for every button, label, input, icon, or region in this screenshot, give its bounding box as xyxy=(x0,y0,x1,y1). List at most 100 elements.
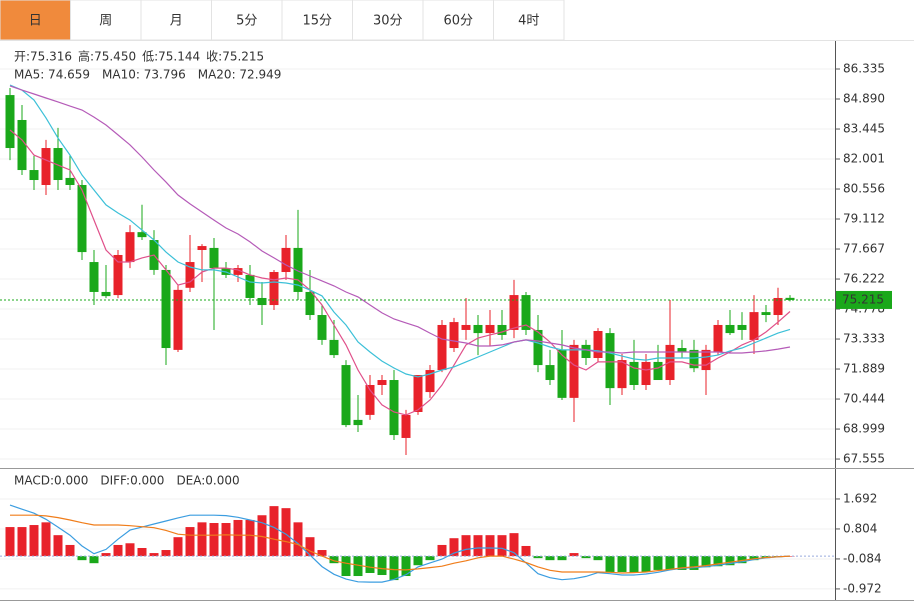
candle-body xyxy=(209,247,219,269)
ma-line xyxy=(9,129,791,416)
macd-bar xyxy=(257,515,267,557)
tab[interactable]: 日 xyxy=(0,0,71,41)
macd-bar xyxy=(509,533,519,557)
candle-body xyxy=(509,295,519,330)
macd-bar xyxy=(689,556,699,570)
ma-line xyxy=(9,85,791,354)
macd-bar xyxy=(53,535,63,557)
candle-body xyxy=(365,385,375,415)
candle-body xyxy=(641,361,651,386)
macd-bar xyxy=(185,527,195,557)
candle-body xyxy=(773,297,783,316)
candle-body xyxy=(101,291,111,297)
tab[interactable]: 月 xyxy=(140,0,212,41)
candle-body xyxy=(557,349,567,398)
candle-body xyxy=(293,247,303,292)
candle-body xyxy=(569,344,579,398)
tab-label: 5分 xyxy=(236,14,257,29)
macd-bar xyxy=(17,527,27,557)
candle-body xyxy=(545,365,555,381)
readout-value: 75.316 xyxy=(30,50,72,64)
candle-body xyxy=(77,184,87,253)
candle-body xyxy=(197,246,207,251)
macd-bar xyxy=(197,522,207,557)
candle-body xyxy=(281,247,291,273)
tab[interactable]: 60分 xyxy=(422,0,494,41)
macd-bar xyxy=(101,553,111,557)
macd-bar xyxy=(245,519,255,557)
y-tick-label: 67.555 xyxy=(843,452,885,466)
candle-body xyxy=(17,119,27,171)
tab[interactable]: 5分 xyxy=(211,0,283,41)
candle-body xyxy=(41,148,51,185)
macd-bar xyxy=(65,544,75,557)
macd-bar xyxy=(221,523,231,557)
y-tick-label: 71.889 xyxy=(843,362,885,376)
candle-body xyxy=(269,272,279,306)
candle-body xyxy=(233,268,243,275)
candle-body xyxy=(689,349,699,369)
diff-line xyxy=(9,504,791,583)
last-price-label: 75.215 xyxy=(842,292,884,306)
macd-bar xyxy=(713,556,723,567)
tab-background xyxy=(493,0,565,41)
candle-body xyxy=(5,95,15,149)
macd-bar xyxy=(401,556,411,577)
tab-label: 30分 xyxy=(373,14,403,29)
macd-bar xyxy=(413,556,423,566)
candle-body xyxy=(185,262,195,288)
candle-body xyxy=(653,361,663,381)
macd-bar xyxy=(497,535,507,557)
readout-label: 开: xyxy=(14,50,30,64)
last-price-box xyxy=(836,290,892,309)
ma-legend: MA20: 72.949 xyxy=(198,68,282,82)
macd-bar xyxy=(125,543,135,557)
macd-bar xyxy=(425,556,435,561)
y-tick-label: 83.445 xyxy=(843,122,885,136)
tab[interactable]: 4时 xyxy=(493,0,565,41)
macd-legend: MACD:0.000 xyxy=(14,474,88,488)
tab-label: 4时 xyxy=(518,14,539,29)
candle-body xyxy=(353,419,363,426)
macd-legend: DEA:0.000 xyxy=(176,474,239,488)
macd-bar xyxy=(437,544,447,557)
macd-bar xyxy=(41,522,51,557)
macd-bar xyxy=(593,556,603,561)
macd-bar xyxy=(173,537,183,557)
candle-body xyxy=(401,414,411,438)
candle-body xyxy=(677,348,687,352)
tab[interactable]: 周 xyxy=(70,0,142,41)
macd-bar xyxy=(353,556,363,577)
candle-body xyxy=(605,333,615,389)
macd-bar xyxy=(485,535,495,557)
macd-bar xyxy=(545,556,555,561)
macd-bar xyxy=(377,556,387,576)
macd-bar xyxy=(737,556,747,564)
y-tick-label: 0.804 xyxy=(843,521,877,535)
candle-body xyxy=(425,370,435,393)
candle-body xyxy=(473,324,483,334)
macd-bar xyxy=(677,556,687,570)
macd-bar xyxy=(317,550,327,557)
y-tick-label: 84.890 xyxy=(843,92,885,106)
macd-bar xyxy=(725,556,735,566)
candle-body xyxy=(173,289,183,350)
candle-body xyxy=(629,361,639,386)
tab[interactable]: 15分 xyxy=(281,0,353,41)
macd-bar xyxy=(605,556,615,572)
tab[interactable]: 30分 xyxy=(352,0,424,41)
macd-bar xyxy=(329,556,339,564)
y-tick-label: -0.972 xyxy=(843,581,882,595)
candle-body xyxy=(761,312,771,316)
readout-label: 收: xyxy=(206,50,222,64)
candle-body xyxy=(377,380,387,386)
macd-bar xyxy=(209,523,219,557)
macd-bar xyxy=(749,556,759,561)
candle-body xyxy=(617,360,627,389)
macd-bar xyxy=(233,519,243,557)
tab-label: 月 xyxy=(170,14,183,29)
candle-body xyxy=(785,297,795,300)
y-tick-label: 77.667 xyxy=(843,242,885,256)
